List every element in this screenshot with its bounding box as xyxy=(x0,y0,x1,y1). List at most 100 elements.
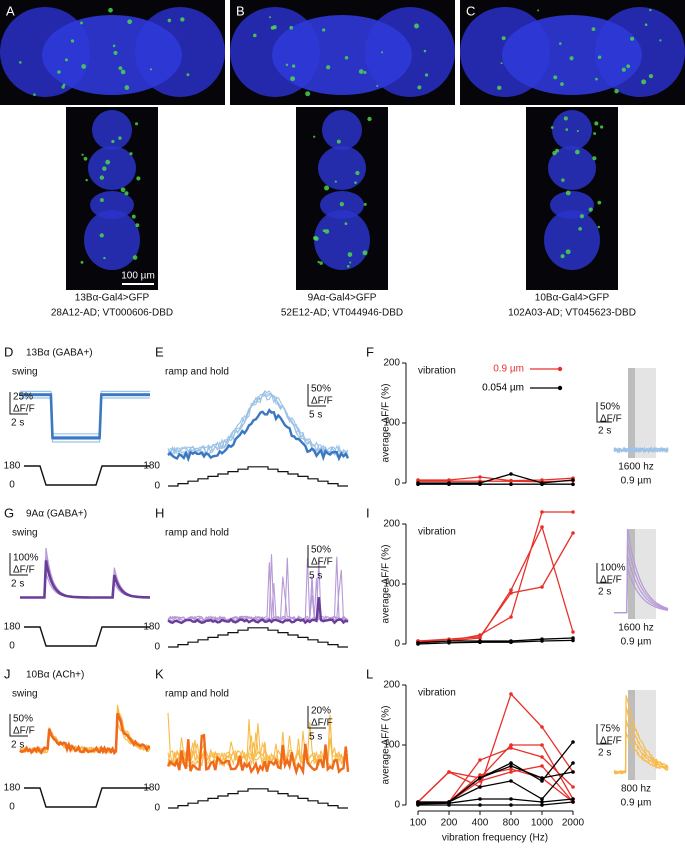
stim-min: 0 xyxy=(9,802,15,813)
trace xyxy=(20,393,150,440)
scale-label: 50% xyxy=(311,545,331,556)
scale-label: 50% xyxy=(13,714,33,725)
trace xyxy=(614,731,669,775)
panel-name: swing xyxy=(12,689,38,700)
gfp-signal xyxy=(124,191,129,196)
legend-dot xyxy=(557,366,563,372)
gfp-signal xyxy=(614,89,619,94)
data-point xyxy=(540,510,544,514)
data-point xyxy=(509,472,513,476)
vnc-segment xyxy=(544,210,600,270)
gfp-signal xyxy=(83,156,88,161)
data-point xyxy=(571,797,575,801)
stim-frequency: 1600 hz xyxy=(618,623,654,634)
data-point xyxy=(447,482,451,487)
gfp-signal xyxy=(626,64,631,69)
data-point xyxy=(447,641,451,645)
gfp-signal xyxy=(112,44,116,48)
stim-max: 180 xyxy=(143,461,160,472)
gfp-signal xyxy=(552,150,557,156)
scale-time: 5 s xyxy=(309,410,322,421)
gfp-signal xyxy=(103,256,106,260)
trace xyxy=(20,564,150,599)
trace xyxy=(19,704,151,755)
data-point xyxy=(571,478,575,482)
gfp-signal xyxy=(336,139,341,144)
scale-bar-label: 100 µm xyxy=(121,271,155,282)
scale-bar xyxy=(307,384,326,407)
y-tick-label: 100 xyxy=(383,418,400,429)
y-tick-label: 100 xyxy=(383,740,400,751)
stim-min: 0 xyxy=(9,480,15,491)
trace xyxy=(20,397,150,435)
data-point xyxy=(540,725,544,729)
brain-center xyxy=(502,15,642,95)
gfp-signal xyxy=(597,200,602,205)
gfp-signal xyxy=(578,227,582,231)
x-tick-label: 100 xyxy=(410,818,427,829)
data-point xyxy=(509,767,513,771)
gfp-signal xyxy=(113,50,118,55)
data-point xyxy=(509,743,513,747)
gfp-signal xyxy=(135,223,140,228)
data-point xyxy=(509,591,513,595)
scale-label: 100% xyxy=(600,563,626,574)
gfp-signal xyxy=(314,236,319,241)
data-point xyxy=(540,482,544,487)
series-line xyxy=(417,798,574,805)
caption: 13Bα-Gal4>GFP xyxy=(75,293,150,304)
data-point xyxy=(509,615,513,619)
stim-min: 0 xyxy=(9,641,15,652)
caption: 10Bα-Gal4>GFP xyxy=(535,293,610,304)
gfp-signal xyxy=(553,75,558,80)
gfp-signal xyxy=(565,190,571,196)
data-point xyxy=(509,479,513,484)
scale-unit: ΔF/F xyxy=(311,396,333,407)
series-line xyxy=(417,637,574,644)
gfp-signal xyxy=(363,202,367,206)
data-point xyxy=(478,758,482,762)
data-point xyxy=(416,482,420,487)
data-point xyxy=(540,743,544,747)
gfp-signal xyxy=(269,16,272,19)
stim-min: 0 xyxy=(154,803,160,814)
scale-unit: ΔF/F xyxy=(600,414,622,425)
gfp-signal xyxy=(118,136,122,140)
data-point xyxy=(478,640,482,644)
data-point xyxy=(540,779,544,783)
data-point xyxy=(478,779,482,783)
y-tick-label: 0 xyxy=(394,478,400,489)
gfp-signal xyxy=(344,55,349,60)
gfp-signal xyxy=(344,222,348,226)
gfp-signal xyxy=(641,79,647,85)
gfp-signal xyxy=(561,178,565,182)
chart-title: vibration xyxy=(418,366,456,377)
caption: 9Aα-Gal4>GFP xyxy=(308,293,377,304)
caption: 28A12-AD; VT000606-DBD xyxy=(51,308,173,319)
data-point xyxy=(447,803,451,807)
legend-label: 0.054 µm xyxy=(482,383,524,394)
caption: 52E12-AD; VT044946-DBD xyxy=(281,308,403,319)
trace xyxy=(19,709,151,754)
data-point xyxy=(509,746,513,750)
data-point xyxy=(509,803,513,807)
gfp-signal xyxy=(129,152,133,156)
gfp-signal xyxy=(124,85,130,90)
stim-min: 0 xyxy=(154,642,160,653)
gfp-signal xyxy=(81,64,87,69)
panel-label: J xyxy=(4,666,11,681)
data-point xyxy=(571,630,575,634)
panel-label: L xyxy=(366,666,373,681)
data-point xyxy=(509,770,513,774)
trace xyxy=(20,556,150,599)
gfp-signal xyxy=(537,9,540,12)
trace xyxy=(20,393,150,440)
gfp-signal xyxy=(594,121,599,126)
gfp-signal xyxy=(595,77,598,81)
gfp-signal xyxy=(322,229,326,233)
data-point xyxy=(571,740,575,744)
trace xyxy=(167,558,349,622)
gfp-signal xyxy=(18,61,22,64)
scale-unit: ΔF/F xyxy=(311,718,333,729)
